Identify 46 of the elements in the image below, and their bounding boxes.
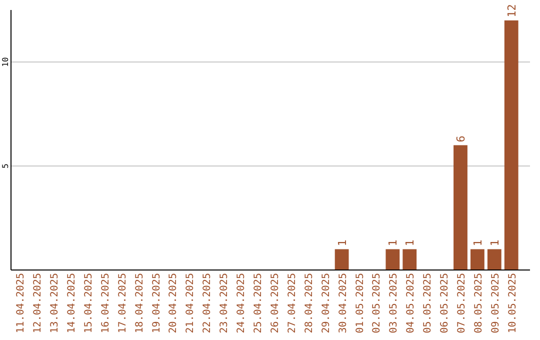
x-tick-label: 14.04.2025 [66,273,78,334]
data-label: 6 [454,136,468,142]
data-label: 1 [386,240,400,246]
x-tick-label: 12.04.2025 [32,273,44,334]
x-tick-label: 16.04.2025 [100,273,112,334]
x-tick-label: 22.04.2025 [202,273,214,334]
x-tick-label: 01.05.2025 [354,273,366,334]
x-tick-label: 09.05.2025 [490,273,502,334]
x-tick-label: 23.04.2025 [219,273,230,334]
y-tick-label: 10 [1,57,10,67]
data-label: 1 [488,240,502,246]
x-tick-label: 27.04.2025 [286,273,298,334]
x-tick-label: 07.05.2025 [456,273,468,334]
x-tick-label: 03.05.2025 [388,273,400,334]
x-tick-label: 20.04.2025 [168,273,180,334]
x-tick-label: 02.05.2025 [372,273,383,334]
x-tick-label: 30.04.2025 [338,273,349,334]
x-tick-label: 17.04.2025 [117,273,128,334]
x-tick-label: 04.05.2025 [406,273,417,334]
x-tick-label: 08.05.2025 [473,273,484,334]
x-tick-label: 21.04.2025 [185,273,196,334]
x-tick-label: 05.05.2025 [422,273,434,334]
x-tick-label: 11.04.2025 [16,273,27,334]
data-label: 12 [505,4,518,18]
x-tick-label: 25.04.2025 [253,273,264,334]
bar [454,145,468,270]
bar [470,249,484,270]
x-tick-label: 29.04.2025 [320,273,332,334]
bar [402,249,417,270]
bar [487,249,502,270]
x-tick-label: 26.04.2025 [270,273,281,334]
bar [386,249,400,270]
y-tick-label: 5 [1,163,10,168]
data-label: 1 [471,240,484,246]
x-tick-label: 13.04.2025 [50,273,61,334]
x-tick-label: 19.04.2025 [151,273,162,334]
data-label: 1 [336,240,349,246]
bar [334,249,349,270]
x-tick-label: 10.05.2025 [507,273,518,334]
x-tick-label: 15.04.2025 [83,273,94,334]
x-tick-label: 28.04.2025 [304,273,315,334]
data-label: 1 [404,240,417,246]
bar [504,20,518,270]
x-tick-label: 18.04.2025 [134,273,146,334]
x-tick-label: 06.05.2025 [440,273,451,334]
x-tick-label: 24.04.2025 [236,273,248,334]
